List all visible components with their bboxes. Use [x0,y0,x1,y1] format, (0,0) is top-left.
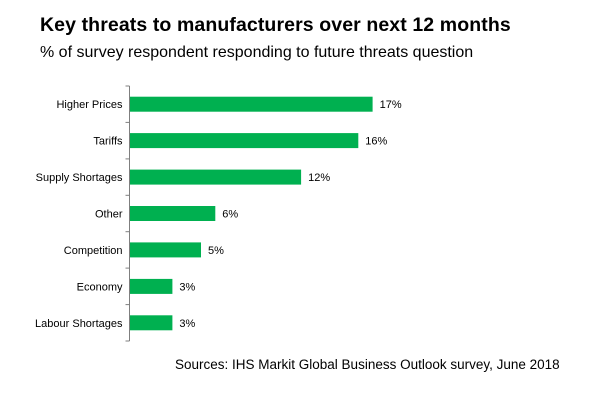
bar [129,315,173,331]
data-label: 6% [222,209,238,221]
data-label: 16% [365,136,387,148]
data-label: 5% [208,245,224,257]
category-label: Economy [77,281,123,293]
data-label: 17% [380,99,402,111]
bar [129,242,201,258]
bar [129,96,373,112]
category-label: Competition [64,245,123,257]
category-label: Other [95,209,123,221]
bar [129,206,216,221]
category-label: Labour Shortages [35,318,123,330]
category-label: Supply Shortages [36,172,123,184]
chart-subtitle: % of survey respondent responding to fut… [40,44,474,61]
data-label: 12% [308,172,330,184]
data-label: 3% [179,281,195,293]
category-label: Higher Prices [56,99,123,111]
chart-source-note: Sources: IHS Markit Global Business Outl… [175,357,560,372]
data-label: 3% [179,318,195,330]
bar [129,169,302,185]
chart-title: Key threats to manufacturers over next 1… [40,14,511,36]
category-label: Tariffs [93,136,123,148]
bar [129,278,173,294]
bar [129,133,359,149]
